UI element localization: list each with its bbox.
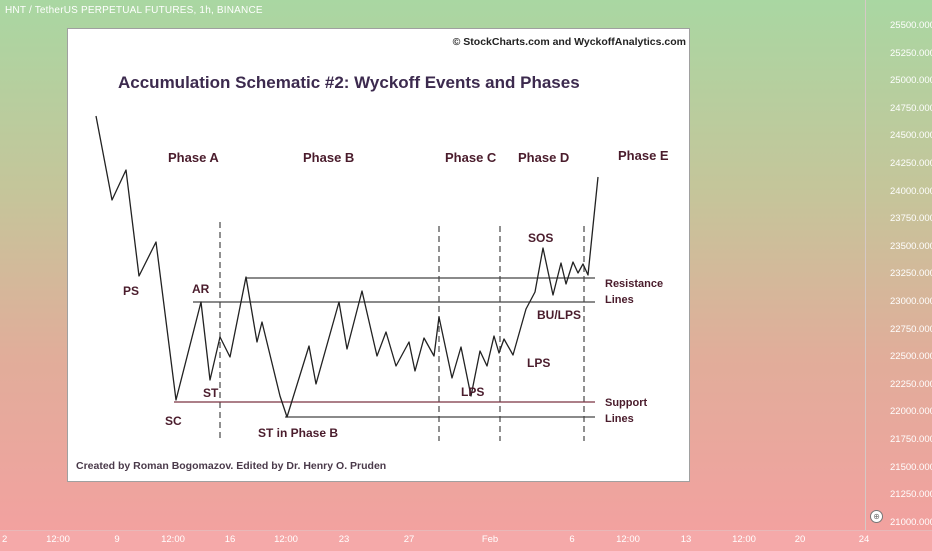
time-label: 12:00 <box>274 534 298 545</box>
event-st-phase-b: ST in Phase B <box>258 426 338 440</box>
phase-d-label: Phase D <box>518 150 569 165</box>
support-label-1: Support <box>605 397 647 409</box>
price-label: 24500.000 <box>890 130 932 142</box>
phase-separators <box>219 222 585 441</box>
symbol-title: HNT / TetherUS PERPETUAL FUTURES, 1h, BI… <box>5 5 263 16</box>
schematic-svg: © StockCharts.com and WyckoffAnalytics.c… <box>76 36 686 472</box>
chart-title: Accumulation Schematic #2: Wyckoff Event… <box>118 73 580 92</box>
price-label: 24250.000 <box>890 158 932 169</box>
credit-text: Created by Roman Bogomazov. Edited by Dr… <box>76 460 386 472</box>
event-ar: AR <box>192 282 210 296</box>
resistance-label-2: Lines <box>605 294 634 306</box>
phase-c-label: Phase C <box>445 150 497 165</box>
phase-e-label: Phase E <box>618 148 669 163</box>
price-label: 22750.000 <box>890 323 932 335</box>
price-label: 23000.000 <box>890 296 932 307</box>
event-ps: PS <box>123 284 139 298</box>
event-bu-lps: BU/LPS <box>537 308 581 322</box>
price-label: 21750.000 <box>890 434 932 445</box>
time-label: Feb <box>481 534 499 545</box>
resistance-label-1: Resistance <box>605 278 663 290</box>
event-sos: SOS <box>528 231 553 245</box>
event-lps-c: LPS <box>461 385 484 399</box>
price-path <box>95 115 599 418</box>
time-label: 12:00 <box>46 534 70 545</box>
price-label: 24000.000 <box>890 185 932 197</box>
globe-icon[interactable]: ⊕ <box>870 510 883 523</box>
price-label: 22500.000 <box>890 351 932 363</box>
price-label: 24750.000 <box>890 102 932 114</box>
price-label: 23750.000 <box>890 213 932 225</box>
price-label: 22000.000 <box>890 406 932 418</box>
time-label: 20 <box>794 534 806 545</box>
time-label: 12:00 <box>161 534 185 545</box>
price-label: 23250.000 <box>890 268 932 280</box>
time-label: 16 <box>224 534 236 545</box>
wyckoff-schematic-image: © StockCharts.com and WyckoffAnalytics.c… <box>67 28 690 482</box>
event-st: ST <box>203 386 219 400</box>
price-label: 21500.000 <box>890 461 932 473</box>
time-label: 13 <box>680 534 692 545</box>
price-axis[interactable] <box>865 0 932 530</box>
price-label: 25250.000 <box>890 47 932 59</box>
price-label: 25500.000 <box>890 20 932 31</box>
time-label: 12:00 <box>732 534 756 545</box>
event-sc: SC <box>165 414 182 428</box>
price-label: 21250.000 <box>890 489 932 501</box>
price-label: 23500.000 <box>890 240 932 252</box>
event-lps-d: LPS <box>527 356 550 370</box>
price-label: 22250.000 <box>890 378 932 390</box>
phase-a-label: Phase A <box>168 150 219 165</box>
price-label: 21000.000 <box>890 516 932 528</box>
time-label: 12:00 <box>616 534 640 545</box>
phase-b-label: Phase B <box>303 150 354 165</box>
time-label: 24 <box>858 534 870 545</box>
time-label: 6 <box>569 534 575 545</box>
time-label: 2 <box>2 534 8 545</box>
time-label: 27 <box>403 534 415 545</box>
time-axis[interactable] <box>0 530 932 551</box>
price-label: 25000.000 <box>890 75 932 87</box>
range-lines <box>174 277 595 418</box>
time-label: 9 <box>114 534 120 545</box>
copyright-text: © StockCharts.com and WyckoffAnalytics.c… <box>453 36 686 48</box>
time-label: 23 <box>338 534 350 545</box>
support-label-2: Lines <box>605 413 634 425</box>
